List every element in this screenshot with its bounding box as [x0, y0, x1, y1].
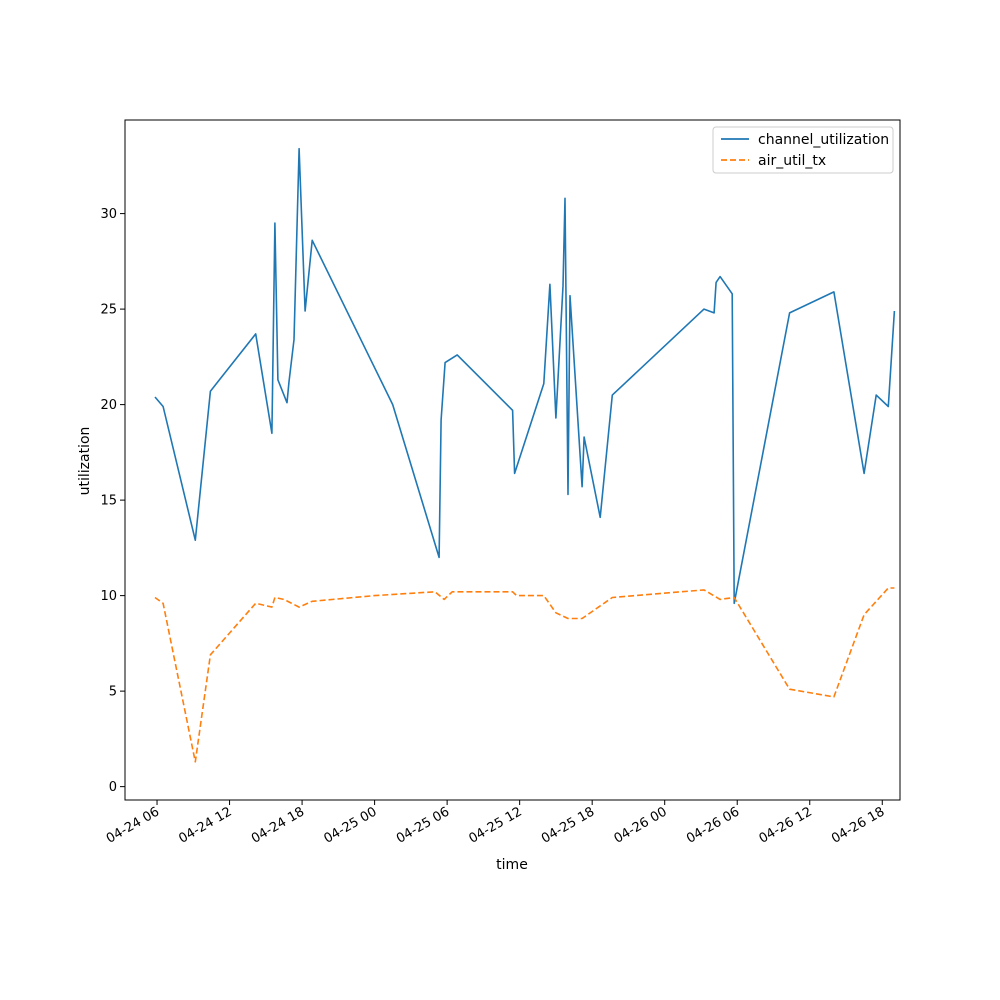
series-line-air-util-tx — [154, 587, 895, 763]
y-tick-label: 15 — [100, 494, 117, 509]
plot-area — [124, 119, 901, 801]
x-axis-label: time — [496, 857, 528, 873]
x-axis: 04-24 06 04-24 12 04-24 18 04-25 00 04-25 06… — [104, 800, 887, 847]
x-tick-label: 04-26 06 — [684, 804, 742, 846]
x-tick-label: 04-26 12 — [757, 804, 815, 846]
x-tick-label: 04-25 00 — [321, 804, 379, 846]
y-tick-label: 10 — [100, 589, 117, 604]
y-tick-label: 20 — [100, 398, 117, 413]
series-line-channel-utilization — [154, 147, 896, 605]
y-axis: 0 5 10 15 20 25 30 — [100, 207, 125, 795]
legend-label-air-util-tx: air_util_tx — [758, 153, 826, 169]
y-tick-label: 30 — [100, 207, 117, 222]
series-layer — [154, 147, 896, 763]
x-tick-label: 04-24 12 — [176, 804, 234, 846]
legend-box — [712, 126, 894, 174]
x-tick-label: 04-24 18 — [249, 804, 307, 846]
x-tick-label: 04-25 06 — [394, 804, 452, 846]
legend-label-channel-utilization: channel_utilization — [758, 132, 889, 148]
legend: channel_utilization air_util_tx — [712, 126, 894, 174]
x-tick-label: 04-25 18 — [539, 804, 597, 846]
x-tick-label: 04-26 00 — [612, 804, 670, 846]
x-tick-label: 04-24 06 — [104, 804, 162, 846]
x-tick-label: 04-26 18 — [829, 804, 887, 846]
y-tick-label: 0 — [109, 780, 117, 795]
y-tick-label: 25 — [100, 303, 117, 318]
y-tick-label: 5 — [109, 685, 117, 700]
x-tick-label: 04-25 12 — [467, 804, 525, 846]
y-axis-label: utilization — [77, 427, 93, 496]
